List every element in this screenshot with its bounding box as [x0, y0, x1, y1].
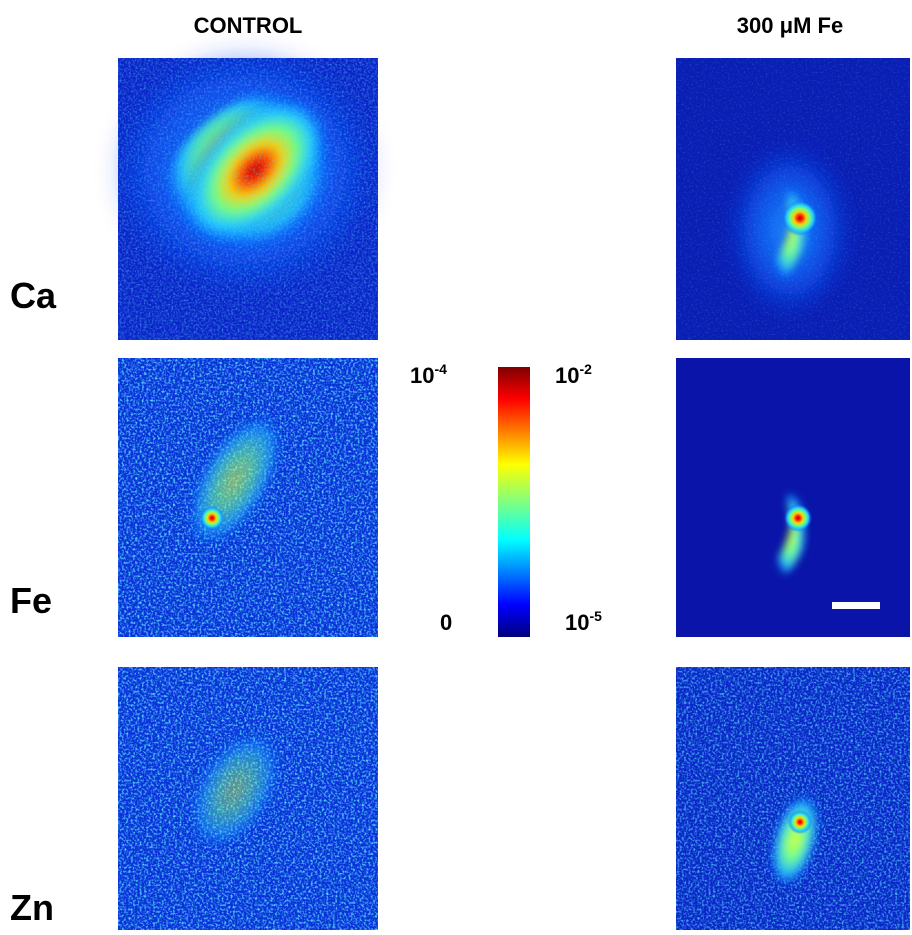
hotspot	[200, 506, 224, 530]
noise	[676, 58, 910, 340]
map-panel	[676, 358, 910, 637]
column-header: 300 μM Fe	[737, 13, 843, 38]
scale-bar	[832, 602, 880, 609]
label-exponent: -2	[579, 361, 592, 377]
cell	[188, 730, 282, 850]
label-exponent: -5	[589, 608, 602, 624]
hotspot	[788, 810, 812, 834]
noise	[118, 58, 378, 340]
map-panel	[118, 358, 378, 637]
row-label: Ca	[10, 275, 57, 316]
map-panel	[676, 58, 910, 340]
row-label: Zn	[10, 887, 54, 928]
column-header: CONTROL	[194, 13, 303, 38]
map-panel	[118, 667, 378, 930]
noise	[676, 667, 910, 930]
label-base: 10	[565, 610, 589, 635]
map-panel	[676, 667, 910, 930]
hotspot	[784, 504, 812, 532]
label-base: 10	[555, 363, 579, 388]
colorbar-label: 10-5	[565, 608, 602, 635]
colorbar-label: 0	[440, 610, 452, 635]
row-label: Fe	[10, 580, 52, 621]
colorbar-label: 10-4	[410, 361, 447, 388]
label-base: 10	[410, 363, 434, 388]
colorbar-label: 10-2	[555, 361, 592, 388]
label-exponent: -4	[434, 361, 447, 377]
map-panel	[110, 45, 380, 340]
colorbar	[498, 367, 530, 637]
